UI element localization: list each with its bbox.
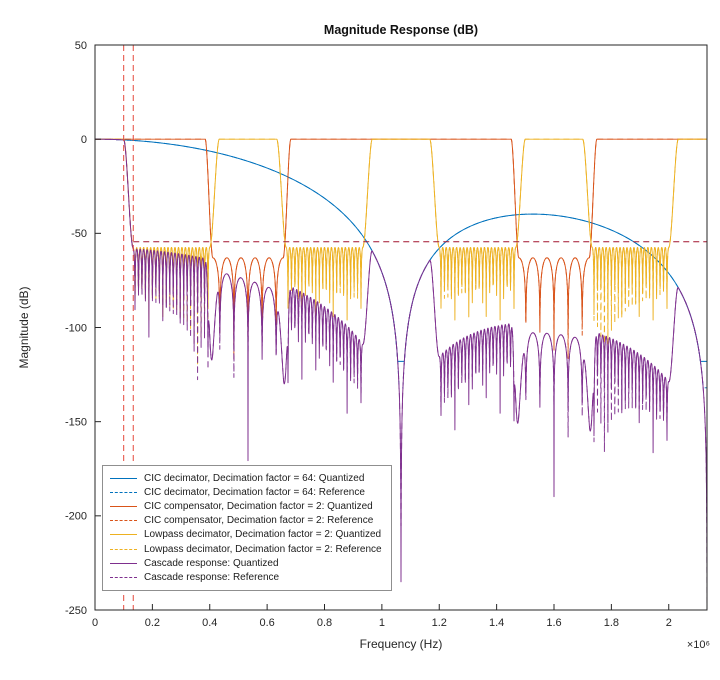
x-axis-label: Frequency (Hz) <box>360 637 443 651</box>
legend-item: Cascade response: Reference <box>110 570 382 584</box>
legend-line-sample <box>110 505 137 507</box>
legend-item: CIC compensator, Decimation factor = 2: … <box>110 499 382 513</box>
y-tick-label: 0 <box>81 134 87 146</box>
legend-label: CIC decimator, Decimation factor = 64: Q… <box>144 472 365 484</box>
legend: CIC decimator, Decimation factor = 64: Q… <box>102 465 392 591</box>
series-cascade-reference <box>95 138 707 610</box>
y-tick-label: 50 <box>75 40 87 52</box>
x-tick-label: 0.2 <box>145 617 160 629</box>
legend-label: Cascade response: Reference <box>144 571 280 583</box>
x-axis-multiplier: ×10⁶ <box>687 639 710 651</box>
x-tick-label: 0.8 <box>317 617 332 629</box>
legend-item: CIC decimator, Decimation factor = 64: Q… <box>110 471 382 485</box>
legend-label: CIC compensator, Decimation factor = 2: … <box>144 515 374 527</box>
x-tick-label: 1.8 <box>604 617 619 629</box>
y-tick-label: -50 <box>71 228 87 240</box>
series-layer <box>95 138 707 610</box>
legend-label: Lowpass decimator, Decimation factor = 2… <box>144 529 382 541</box>
axis-ticks-layer: 0 0.2 0.4 0.6 0.8 1 1.2 1.4 1.6 1.8 2 50 0 -50 -100 -15… <box>65 40 672 629</box>
x-tick-label: 1.2 <box>432 617 447 629</box>
series-lowpass-reference <box>95 138 707 366</box>
legend-label: Cascade response: Quantized <box>144 557 279 569</box>
legend-item: Cascade response: Quantized <box>110 556 382 570</box>
y-tick-label: -200 <box>65 511 87 523</box>
x-tick-label: 1.4 <box>489 617 504 629</box>
series-cic-reference <box>95 138 707 389</box>
y-tick-label: -150 <box>65 416 87 428</box>
chart-title: Magnitude Response (dB) <box>324 23 478 37</box>
x-tick-label: 0.6 <box>259 617 274 629</box>
x-tick-label: 1 <box>379 617 385 629</box>
legend-item: CIC compensator, Decimation factor = 2: … <box>110 514 382 528</box>
legend-item: Lowpass decimator, Decimation factor = 2… <box>110 528 382 542</box>
y-axis-label: Magnitude (dB) <box>17 286 31 368</box>
x-tick-label: 2 <box>666 617 672 629</box>
legend-line-sample <box>110 491 137 493</box>
legend-line-sample <box>110 477 137 479</box>
axes-box <box>94 44 708 611</box>
legend-line-sample <box>110 562 137 564</box>
legend-label: CIC decimator, Decimation factor = 64: R… <box>144 486 365 498</box>
legend-line-sample <box>110 548 137 550</box>
x-tick-label: 0.4 <box>202 617 217 629</box>
legend-item: CIC decimator, Decimation factor = 64: R… <box>110 485 382 499</box>
legend-label: Lowpass decimator, Decimation factor = 2… <box>144 543 382 555</box>
x-tick-label: 1.6 <box>546 617 561 629</box>
legend-line-sample <box>110 534 137 536</box>
legend-item: Lowpass decimator, Decimation factor = 2… <box>110 542 382 556</box>
x-tick-label: 0 <box>92 617 98 629</box>
legend-line-sample <box>110 520 137 522</box>
y-tick-label: -100 <box>65 322 87 334</box>
y-tick-label: -250 <box>65 605 87 617</box>
legend-line-sample <box>110 576 137 578</box>
legend-label: CIC compensator, Decimation factor = 2: … <box>144 500 373 512</box>
